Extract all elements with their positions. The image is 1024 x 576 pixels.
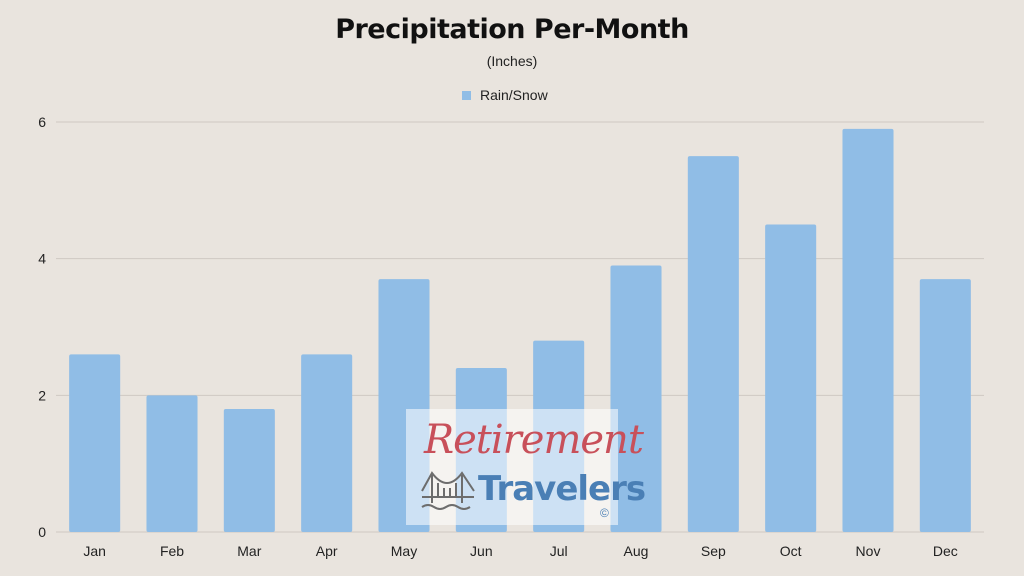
bar-nov [842, 128, 894, 533]
x-tick-label: Feb [160, 543, 184, 559]
x-tick-label: Dec [933, 543, 958, 559]
bar-jan [69, 354, 121, 532]
legend-label: Rain/Snow [480, 87, 548, 103]
x-tick-label: Apr [316, 543, 338, 559]
copyright-mark: © [600, 506, 609, 520]
chart-title: Precipitation Per-Month [335, 14, 689, 45]
watermark-logo: Retirement Travelers © [406, 409, 646, 525]
x-tick-label: Oct [780, 543, 802, 559]
bridge-icon [421, 471, 475, 510]
bar-oct [765, 224, 817, 532]
y-axis-ticks: 0 2 4 6 [38, 114, 46, 540]
y-tick-label: 6 [38, 114, 46, 130]
legend-swatch [462, 90, 471, 100]
x-axis-ticks: Jan Feb Mar Apr May Jun Jul Aug Sep Oct Nov Dec [83, 543, 957, 559]
y-tick-label: 2 [38, 387, 46, 403]
bar-dec [919, 279, 971, 532]
bar-sep [687, 156, 739, 532]
x-tick-label: Jan [83, 543, 106, 559]
watermark-line1: Retirement [424, 417, 644, 463]
legend: Rain/Snow [462, 87, 548, 103]
bar-mar [223, 409, 275, 532]
chart-subtitle: (Inches) [486, 53, 538, 69]
bar-aug [610, 265, 662, 532]
gridlines [56, 121, 984, 533]
bars [69, 128, 971, 533]
y-tick-label: 4 [38, 251, 46, 267]
x-tick-label: May [391, 543, 417, 559]
x-tick-label: Sep [701, 543, 726, 559]
x-tick-label: Jul [550, 543, 568, 559]
y-tick-label: 0 [38, 524, 46, 540]
bar-feb [146, 395, 198, 532]
bar-apr [301, 354, 353, 532]
x-tick-label: Mar [237, 543, 261, 559]
watermark-line2: Travelers [478, 469, 646, 509]
x-tick-label: Jun [470, 543, 493, 559]
x-tick-label: Aug [624, 543, 649, 559]
x-tick-label: Nov [856, 543, 881, 559]
